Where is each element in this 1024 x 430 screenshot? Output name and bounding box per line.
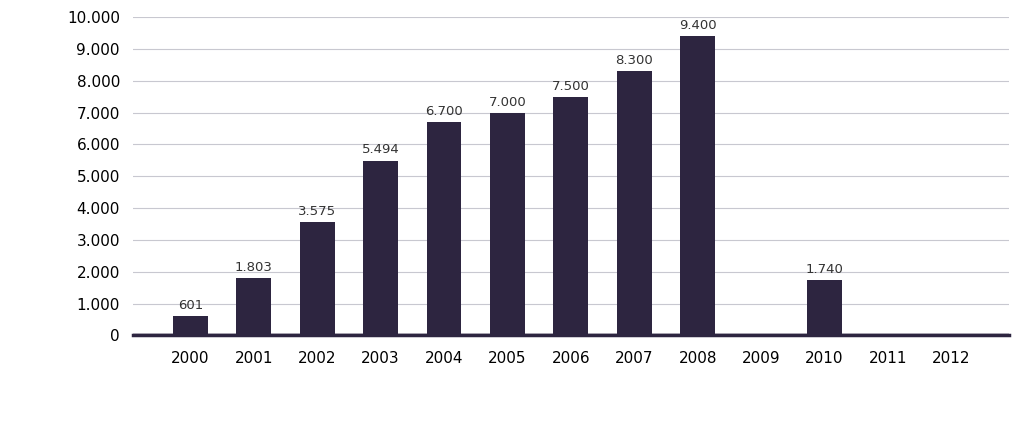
Text: 1.803: 1.803: [234, 261, 272, 274]
Bar: [616, 71, 651, 335]
Bar: [364, 160, 398, 335]
Bar: [300, 221, 335, 335]
Text: 1.740: 1.740: [806, 263, 844, 276]
Bar: [427, 122, 462, 335]
Text: 7.500: 7.500: [552, 80, 590, 92]
Bar: [807, 280, 842, 335]
Text: 7.000: 7.000: [488, 95, 526, 108]
Text: 3.575: 3.575: [298, 205, 336, 218]
Bar: [173, 316, 208, 335]
Text: 9.400: 9.400: [679, 19, 717, 32]
Text: 5.494: 5.494: [361, 144, 399, 157]
Text: 6.700: 6.700: [425, 105, 463, 118]
Text: 601: 601: [178, 299, 203, 312]
Bar: [237, 278, 271, 335]
Bar: [490, 113, 525, 335]
Text: 8.300: 8.300: [615, 54, 653, 67]
Bar: [680, 36, 715, 335]
Bar: [553, 97, 589, 335]
